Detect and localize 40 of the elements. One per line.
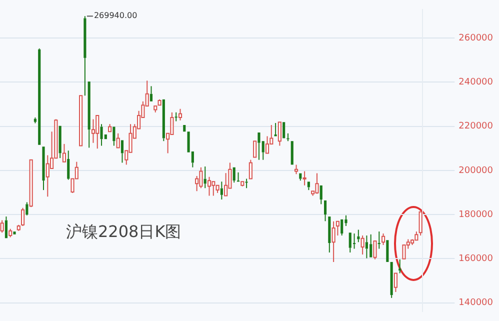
candlestick bbox=[320, 185, 322, 205]
candlestick bbox=[204, 166, 206, 189]
candlestick bbox=[340, 219, 344, 236]
candlestick bbox=[348, 232, 352, 253]
candlestick bbox=[67, 150, 70, 180]
candlestick bbox=[88, 82, 90, 148]
candlestick bbox=[232, 167, 236, 184]
candlestick bbox=[236, 172, 240, 182]
y-tick-label: 140000 bbox=[458, 298, 494, 308]
candlestick bbox=[352, 233, 356, 250]
y-tick-label: 160000 bbox=[458, 254, 494, 264]
candlestick bbox=[378, 231, 380, 250]
y-tick-label: 220000 bbox=[458, 122, 494, 132]
candlestick bbox=[150, 86, 153, 102]
y-tick-label: 200000 bbox=[458, 166, 494, 176]
candlestick bbox=[100, 124, 103, 146]
candlestick bbox=[120, 140, 124, 164]
candlestick bbox=[38, 48, 41, 145]
candlestick bbox=[398, 258, 402, 274]
y-tick-label: 240000 bbox=[458, 78, 494, 88]
candlestick bbox=[324, 200, 327, 222]
y-tick-label: 260000 bbox=[458, 33, 494, 44]
candlestick bbox=[307, 182, 310, 191]
candlestick bbox=[245, 178, 248, 189]
candlestick bbox=[258, 132, 260, 160]
candlestick bbox=[220, 181, 223, 200]
annotation: 沪镍2208日K图 bbox=[66, 222, 182, 243]
candlestick bbox=[286, 132, 290, 142]
candlestick bbox=[365, 235, 368, 259]
annotation: 269940.00 bbox=[94, 11, 138, 20]
candlestick bbox=[4, 216, 8, 238]
candlestick bbox=[162, 99, 165, 142]
candlestick bbox=[84, 16, 86, 96]
candlestick bbox=[390, 262, 393, 298]
candlestick bbox=[370, 234, 372, 258]
candlestick bbox=[58, 126, 62, 159]
candlestick bbox=[26, 202, 28, 216]
candlestick bbox=[112, 126, 116, 146]
candlestick bbox=[174, 112, 178, 122]
y-tick-label: 180000 bbox=[458, 210, 494, 220]
